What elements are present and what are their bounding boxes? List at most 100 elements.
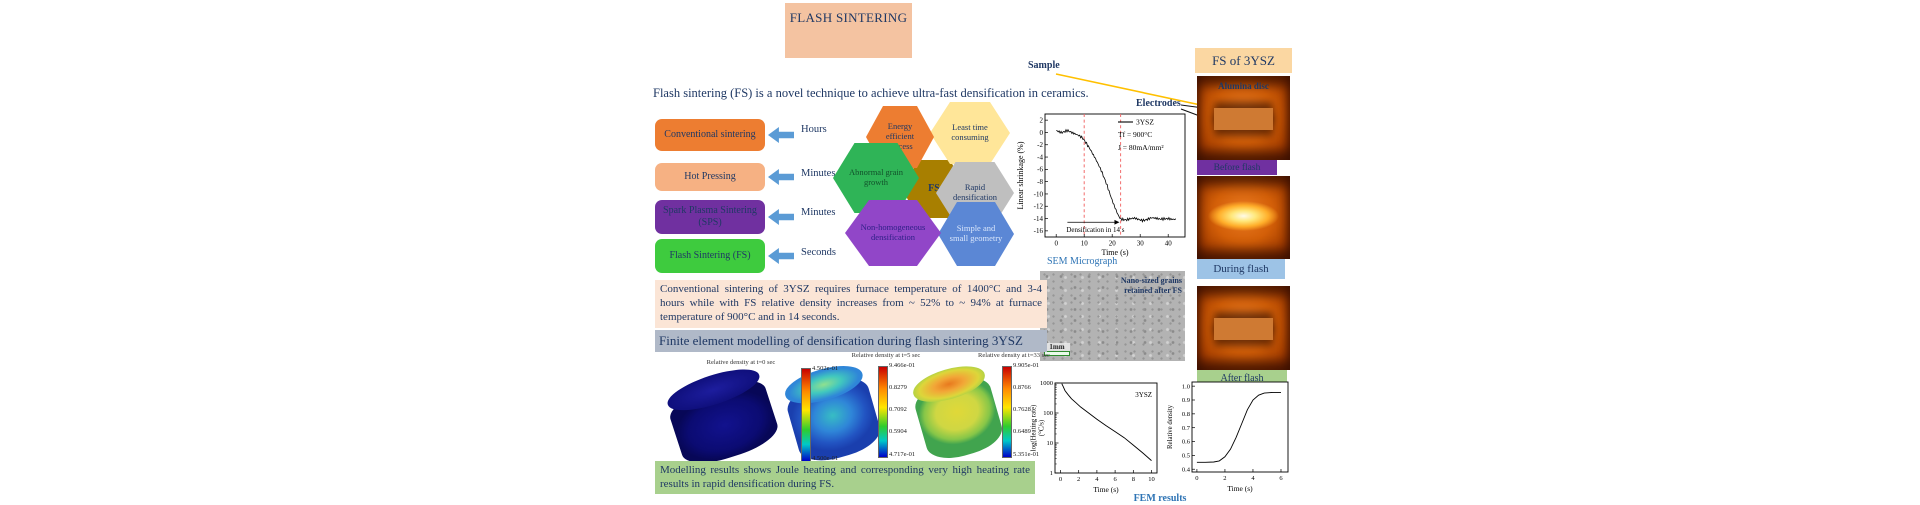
sample-label: Sample — [1028, 60, 1060, 71]
fem-results-label: FEM results — [1133, 493, 1187, 504]
technique-time-minutes: Minutes — [801, 207, 836, 218]
fem-plot1-caption: Relative density at t=0 sec — [706, 359, 776, 366]
photo-before-flash: Alumina disc — [1197, 76, 1290, 160]
colorbar-label: 4.717e-01 — [889, 450, 916, 458]
colorbar-label: 4.500e-01 — [812, 454, 839, 462]
svg-text:(°C/s): (°C/s) — [1039, 420, 1046, 436]
sem-caption: SEM Micrograph — [1047, 256, 1118, 267]
svg-text:1000: 1000 — [1040, 380, 1053, 387]
intro-text: Flash sintering (FS) is a novel techniqu… — [653, 86, 1089, 100]
photo-after-flash — [1197, 286, 1290, 370]
hexagon-label: Simple and small geometry — [949, 223, 1003, 243]
fs-of-3ysz-title: FS of 3YSZ — [1212, 52, 1275, 68]
fs-of-3ysz-header: FS of 3YSZ — [1195, 48, 1292, 73]
svg-text:0: 0 — [1059, 476, 1062, 483]
technique-conventional-sintering: Conventional sintering — [655, 119, 765, 151]
scalebar-icon — [1044, 351, 1070, 356]
flash-glow-icon — [1208, 200, 1279, 231]
fem-plot2-caption: Relative density at t=5 sec — [851, 352, 921, 359]
svg-text:6: 6 — [1279, 475, 1283, 482]
svg-text:0.5: 0.5 — [1182, 453, 1190, 460]
colorbar-t33 — [1002, 366, 1012, 458]
svg-text:log(Heating rate): log(Heating rate) — [1031, 405, 1038, 452]
colorbar-label: 9.466e-01 — [889, 362, 916, 369]
svg-text:4: 4 — [1251, 475, 1255, 482]
svg-text:-8: -8 — [1037, 178, 1043, 186]
fem-plot3-caption: Relative density at t=33 sec — [978, 352, 1050, 359]
colorbar-label: 0.5904 — [889, 428, 907, 436]
svg-text:4: 4 — [1095, 476, 1099, 483]
svg-text:20: 20 — [1109, 240, 1117, 248]
hexagon-simple-geometry: Simple and small geometry — [938, 202, 1014, 266]
svg-text:0: 0 — [1040, 129, 1044, 137]
technique-flash-sintering: Flash Sintering (FS) — [655, 239, 765, 273]
sample-die-icon — [1213, 107, 1274, 130]
hexagon-label: Non-homogeneous densification — [860, 222, 926, 242]
svg-text:1: 1 — [1050, 470, 1053, 477]
technique-spark-plasma-sintering: Spark Plasma Sintering (SPS) — [655, 200, 765, 234]
sem-overlay-note: Nano-sized grains retained after FS — [1120, 276, 1182, 295]
colorbar-label: 0.7092 — [889, 406, 907, 414]
hexagon-label: Energy efficient process — [885, 121, 915, 151]
colorbar-label: 0.8766 — [1013, 384, 1031, 392]
svg-text:0.6: 0.6 — [1182, 439, 1191, 446]
svg-text:Time (s): Time (s) — [1227, 484, 1253, 493]
colorbar-t0 — [801, 368, 811, 462]
photo-during-flash — [1197, 176, 1290, 259]
hexagon-label: Rapid densification — [953, 182, 997, 202]
colorbar-t33-labels: 9.905e-01 0.8766 0.7628 0.6489 5.351e-01 — [1013, 362, 1049, 458]
technique-hot-pressing: Hot Pressing — [655, 163, 765, 191]
technique-label: Flash Sintering (FS) — [669, 250, 751, 261]
svg-text:8: 8 — [1132, 476, 1135, 483]
svg-text:Linear shrinkage (%): Linear shrinkage (%) — [1016, 141, 1025, 209]
left-arrow-icon — [768, 209, 794, 225]
svg-text:-2: -2 — [1037, 141, 1043, 149]
banner-during-flash: During flash — [1197, 259, 1285, 279]
technique-label: Conventional sintering — [664, 129, 756, 140]
technique-time-minutes-hours: Minutes / hours — [801, 168, 867, 179]
svg-text:2: 2 — [1040, 116, 1044, 124]
svg-text:Tf = 900°C: Tf = 900°C — [1118, 130, 1152, 139]
colorbar-t5-labels: 9.466e-01 0.8279 0.7092 0.5904 4.717e-01 — [889, 362, 925, 458]
svg-text:0.7: 0.7 — [1182, 425, 1191, 432]
sem-scalebar-label: 1mm — [1049, 343, 1065, 351]
colorbar-label: 0.6489 — [1013, 428, 1031, 436]
svg-text:-6: -6 — [1037, 166, 1043, 174]
left-arrow-icon — [768, 248, 794, 264]
svg-text:Time (s): Time (s) — [1101, 248, 1128, 257]
banner-before-flash: Before flash — [1197, 160, 1277, 175]
colorbar-label: 5.351e-01 — [1013, 450, 1040, 458]
sem-micrograph-image: Nano-sized grains retained after FS 1mm — [1040, 271, 1185, 361]
fem-cylinder-t0 — [661, 361, 783, 472]
heating-rate-chart: 1 10 100 1000 0 2 4 6 8 10 Time (s) log(Heating rat… — [1031, 380, 1158, 494]
svg-text:-4: -4 — [1037, 153, 1043, 161]
hexagon-label: FS — [928, 183, 940, 195]
modelling-results-note: Modelling results shows Joule heating an… — [655, 461, 1035, 494]
hexagon-non-homogeneous: Non-homogeneous densification — [845, 200, 941, 266]
hexagon-least-time: Least time consuming — [930, 102, 1010, 164]
banner-label: During flash — [1213, 263, 1269, 275]
svg-text:1.0: 1.0 — [1182, 383, 1190, 390]
svg-text:-10: -10 — [1034, 190, 1044, 198]
technique-label: Spark Plasma Sintering (SPS) — [663, 205, 757, 228]
technique-time-seconds: Seconds — [801, 247, 836, 258]
technique-label: Hot Pressing — [684, 171, 736, 182]
electrodes-label: Electrodes — [1136, 98, 1181, 109]
colorbar-t5 — [878, 366, 888, 458]
svg-text:-16: -16 — [1034, 227, 1044, 235]
hexagon-label: Abnormal grain growth — [848, 167, 904, 187]
svg-text:0.4: 0.4 — [1182, 466, 1191, 473]
svg-text:Relative density: Relative density — [1167, 404, 1174, 449]
svg-text:100: 100 — [1043, 410, 1053, 417]
conventional-vs-fs-note: Conventional sintering of 3YSZ requires … — [655, 280, 1047, 328]
svg-text:30: 30 — [1137, 240, 1145, 248]
technique-time-hours: Hours — [801, 124, 827, 135]
svg-text:6: 6 — [1113, 476, 1117, 483]
svg-text:Densification in 14 s: Densification in 14 s — [1066, 226, 1124, 234]
svg-text:0.9: 0.9 — [1182, 397, 1190, 404]
colorbar-t0-labels: 4.502e-01 4.500e-01 — [812, 365, 848, 462]
svg-text:0: 0 — [1054, 240, 1058, 248]
fem-section-header: Finite element modelling of densificatio… — [655, 330, 1047, 352]
hexagon-label: Least time consuming — [951, 122, 989, 142]
